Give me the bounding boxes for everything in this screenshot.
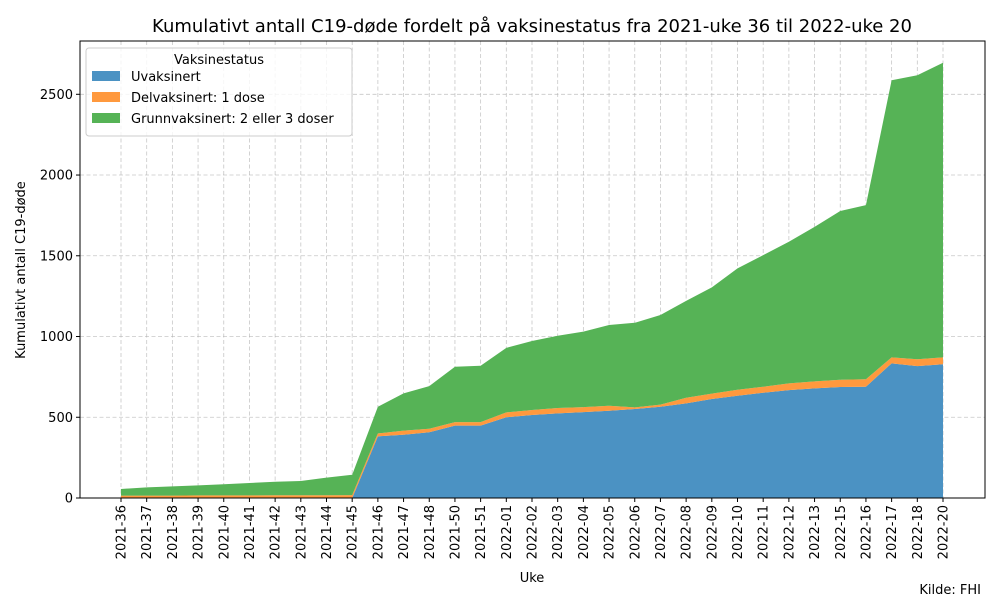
x-axis: 2021-36 2021-37 2021-38 2021-39 2021-40 2021-… xyxy=(115,498,952,559)
x-axis-label: Uke xyxy=(520,571,545,586)
areas xyxy=(121,62,943,498)
x-tick-label: 2022-06 xyxy=(628,505,643,559)
x-tick-label: 2021-46 xyxy=(371,505,386,559)
x-tick-label: 2022-08 xyxy=(680,505,695,559)
x-tick-label: 2022-16 xyxy=(859,505,874,559)
x-tick-label: 2021-37 xyxy=(140,505,155,559)
y-axis-label: Kumulativt antall C19-døde xyxy=(14,181,29,359)
x-tick-label: 2021-50 xyxy=(448,505,463,559)
area-delvaksinert-1-dose xyxy=(121,357,943,498)
x-tick-label: 2022-09 xyxy=(705,505,720,559)
area-uvaksinert xyxy=(121,363,943,498)
x-tick-label: 2022-05 xyxy=(603,505,618,559)
x-tick-label: 2021-41 xyxy=(243,505,258,559)
x-tick-label: 2022-04 xyxy=(577,505,592,559)
y-tick-label: 1000 xyxy=(40,330,73,345)
x-tick-label: 2022-10 xyxy=(731,505,746,559)
x-tick-label: 2022-02 xyxy=(526,505,541,559)
legend-label: Delvaksinert: 1 dose xyxy=(131,91,265,106)
x-tick-label: 2022-17 xyxy=(885,505,900,559)
x-tick-label: 2021-42 xyxy=(269,505,284,559)
y-tick-label: 1500 xyxy=(40,249,73,264)
y-tick-label: 500 xyxy=(48,411,73,426)
legend-swatch xyxy=(92,71,120,81)
x-tick-label: 2022-15 xyxy=(834,505,849,559)
x-tick-label: 2021-45 xyxy=(346,505,361,559)
x-tick-label: 2021-48 xyxy=(423,505,438,559)
y-axis: 0 500 1000 1500 2000 2500 xyxy=(40,88,80,507)
chart-title: Kumulativt antall C19-døde fordelt på va… xyxy=(152,16,912,37)
legend-label: Grunnvaksinert: 2 eller 3 doser xyxy=(131,112,334,127)
x-tick-label: 2022-07 xyxy=(654,505,669,559)
x-tick-label: 2021-39 xyxy=(192,505,207,559)
x-tick-label: 2021-47 xyxy=(397,505,412,559)
x-tick-label: 2021-36 xyxy=(115,505,130,559)
legend-swatch xyxy=(92,113,120,123)
area-grunnvaksinert-2-eller-3-doser xyxy=(121,62,943,496)
x-tick-label: 2022-20 xyxy=(937,505,952,559)
x-tick-label: 2022-12 xyxy=(782,505,797,559)
legend-title: Vaksinestatus xyxy=(174,53,264,68)
x-tick-label: 2022-03 xyxy=(551,505,566,559)
x-tick-label: 2021-44 xyxy=(320,505,335,559)
x-tick-label: 2022-11 xyxy=(757,505,772,559)
x-tick-label: 2021-51 xyxy=(474,505,489,559)
x-tick-label: 2022-01 xyxy=(500,505,515,559)
x-tick-label: 2021-40 xyxy=(217,505,232,559)
x-tick-label: 2022-18 xyxy=(911,505,926,559)
y-tick-label: 2000 xyxy=(40,169,73,184)
x-tick-label: 2021-43 xyxy=(294,505,309,559)
y-tick-label: 0 xyxy=(65,492,73,507)
x-tick-label: 2021-38 xyxy=(166,505,181,559)
legend-swatch xyxy=(92,92,120,102)
legend: Vaksinestatus Uvaksinert Delvaksinert: 1 … xyxy=(85,47,353,137)
legend-label: Uvaksinert xyxy=(131,70,201,85)
y-tick-label: 2500 xyxy=(40,88,73,103)
legend-box xyxy=(85,47,353,137)
source-note: Kilde: FHI xyxy=(919,583,981,598)
x-tick-label: 2022-13 xyxy=(808,505,823,559)
